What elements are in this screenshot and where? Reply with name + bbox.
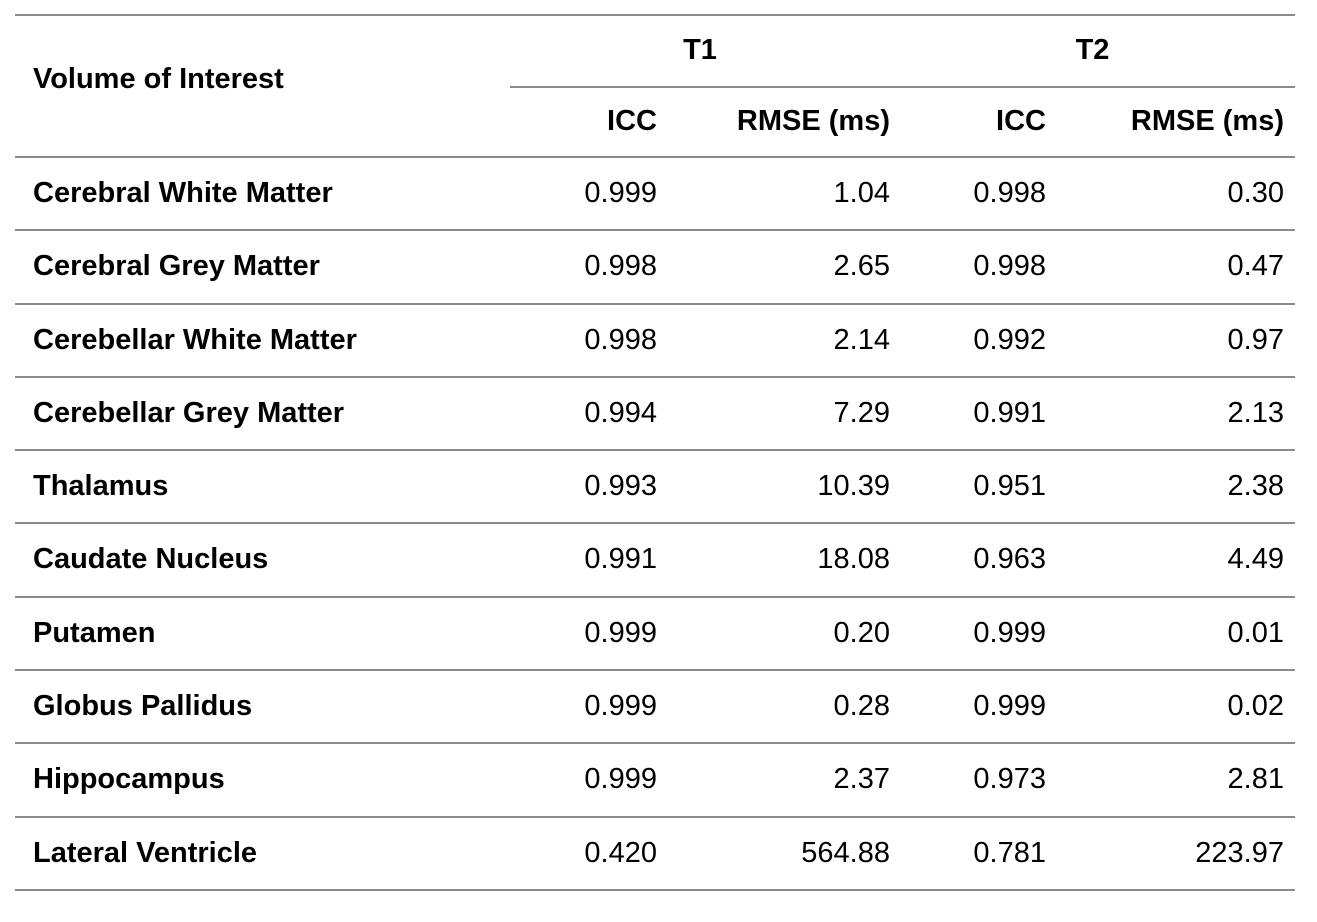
table-row: Putamen 0.999 0.20 0.999 0.01 [15, 596, 1295, 672]
cell-t1-icc: 0.420 [510, 816, 657, 891]
table-row: Thalamus 0.993 10.39 0.951 2.38 [15, 450, 1295, 525]
cell-t1-rmse: 18.08 [657, 523, 890, 598]
column-header-t1-icc: ICC [510, 87, 657, 158]
column-header-t2-icc: ICC [890, 87, 1046, 158]
row-label: Putamen [15, 596, 510, 672]
table-row: Hippocampus 0.999 2.37 0.973 2.81 [15, 743, 1295, 818]
table-row: Cerebellar White Matter 0.998 2.14 0.992 0.9… [15, 303, 1295, 378]
cell-t2-rmse: 4.49 [1046, 523, 1295, 598]
table-row: Cerebral White Matter 0.999 1.04 0.998 0.30 [15, 157, 1295, 232]
cell-t1-icc: 0.993 [510, 450, 657, 525]
cell-t1-icc: 0.999 [510, 743, 657, 818]
table-row: Cerebral Grey Matter 0.998 2.65 0.998 0.47 [15, 230, 1295, 305]
row-label: Caudate Nucleus [15, 523, 510, 598]
cell-t2-icc: 0.963 [890, 523, 1046, 598]
row-label: Globus Pallidus [15, 670, 510, 745]
cell-t2-icc: 0.781 [890, 816, 1046, 891]
table-row: Globus Pallidus 0.999 0.28 0.999 0.02 [15, 670, 1295, 745]
cell-t1-rmse: 2.14 [657, 303, 890, 378]
cell-t2-rmse: 2.13 [1046, 376, 1295, 452]
cell-t1-rmse: 10.39 [657, 450, 890, 525]
column-header-t1-rmse: RMSE (ms) [657, 87, 890, 158]
cell-t2-rmse: 0.47 [1046, 230, 1295, 305]
cell-t2-icc: 0.998 [890, 230, 1046, 305]
row-label: Thalamus [15, 450, 510, 525]
table-row: Lateral Ventricle 0.420 564.88 0.781 223.97 [15, 816, 1295, 891]
cell-t2-icc: 0.992 [890, 303, 1046, 378]
group-header-t2: T2 [890, 15, 1295, 88]
row-label: Cerebellar Grey Matter [15, 376, 510, 452]
sub-header-row: ICC RMSE (ms) ICC RMSE (ms) [15, 87, 1295, 158]
cell-t1-rmse: 0.20 [657, 596, 890, 672]
cell-t2-rmse: 0.30 [1046, 157, 1295, 232]
column-header-t2-rmse: RMSE (ms) [1046, 87, 1295, 158]
cell-t1-icc: 0.994 [510, 376, 657, 452]
row-label: Cerebral Grey Matter [15, 230, 510, 305]
cell-t1-icc: 0.998 [510, 230, 657, 305]
cell-t2-rmse: 0.97 [1046, 303, 1295, 378]
results-table: Volume of Interest T1 T2 ICC RMSE (ms) I… [15, 14, 1295, 891]
cell-t1-rmse: 564.88 [657, 816, 890, 891]
cell-t2-icc: 0.973 [890, 743, 1046, 818]
cell-t1-rmse: 2.37 [657, 743, 890, 818]
cell-t2-rmse: 0.02 [1046, 670, 1295, 745]
cell-t2-icc: 0.999 [890, 596, 1046, 672]
row-label: Cerebellar White Matter [15, 303, 510, 378]
cell-t2-icc: 0.951 [890, 450, 1046, 525]
cell-t1-rmse: 1.04 [657, 157, 890, 232]
group-header-t1: T1 [510, 15, 890, 88]
cell-t1-rmse: 7.29 [657, 376, 890, 452]
table-body: Cerebral White Matter 0.999 1.04 0.998 0.30 C… [15, 157, 1295, 891]
row-label: Lateral Ventricle [15, 816, 510, 891]
column-header-volume-of-interest: Volume of Interest [15, 15, 510, 158]
cell-t2-icc: 0.998 [890, 157, 1046, 232]
cell-t2-rmse: 0.01 [1046, 596, 1295, 672]
cell-t1-icc: 0.999 [510, 157, 657, 232]
row-label: Hippocampus [15, 743, 510, 818]
cell-t2-rmse: 223.97 [1046, 816, 1295, 891]
group-header-row: Volume of Interest T1 T2 [15, 15, 1295, 158]
cell-t2-icc: 0.999 [890, 670, 1046, 745]
cell-t1-icc: 0.998 [510, 303, 657, 378]
cell-t2-rmse: 2.38 [1046, 450, 1295, 525]
table-row: Caudate Nucleus 0.991 18.08 0.963 4.49 [15, 523, 1295, 598]
cell-t2-icc: 0.991 [890, 376, 1046, 452]
cell-t1-rmse: 2.65 [657, 230, 890, 305]
row-label: Cerebral White Matter [15, 157, 510, 232]
cell-t1-icc: 0.991 [510, 523, 657, 598]
cell-t1-icc: 0.999 [510, 596, 657, 672]
table-header: Volume of Interest T1 T2 ICC RMSE (ms) I… [15, 15, 1295, 158]
cell-t1-icc: 0.999 [510, 670, 657, 745]
cell-t1-rmse: 0.28 [657, 670, 890, 745]
table-row: Cerebellar Grey Matter 0.994 7.29 0.991 2.13 [15, 376, 1295, 452]
cell-t2-rmse: 2.81 [1046, 743, 1295, 818]
